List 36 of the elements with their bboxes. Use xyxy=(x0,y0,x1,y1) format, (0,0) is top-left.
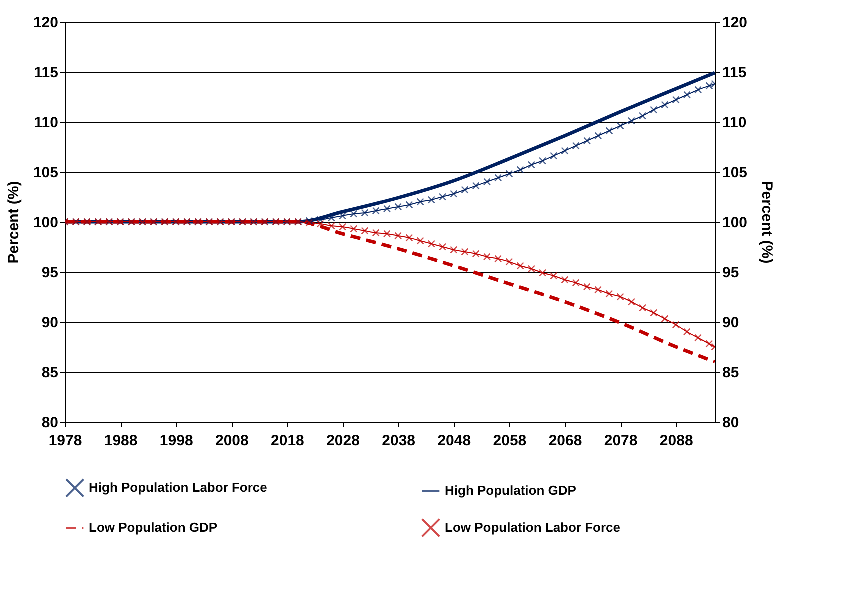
legend-label: High Population GDP xyxy=(445,483,577,498)
y2-tick-label: 110 xyxy=(722,114,747,132)
x-tick-label: 2068 xyxy=(548,432,582,450)
x-tick-label: 2008 xyxy=(215,432,249,450)
y-tick-label: 95 xyxy=(42,264,58,282)
y2-tick-label: 120 xyxy=(722,14,748,32)
x-tick-label: 2058 xyxy=(493,432,527,450)
y2-tick-label: 100 xyxy=(722,214,748,232)
x-tick-label: 1988 xyxy=(104,432,138,450)
y2-tick-label: 115 xyxy=(722,64,747,82)
y-axis-title: Percent (%) xyxy=(5,181,22,264)
y2-tick-label: 95 xyxy=(722,264,740,282)
x-tick-label: 1998 xyxy=(160,432,194,450)
y-tick-label: 105 xyxy=(33,164,58,182)
y2-axis-title: Percent (%) xyxy=(758,181,776,264)
y2-tick-label: 90 xyxy=(722,314,740,332)
legend-label: High Population Labor Force xyxy=(89,480,268,496)
y-tick-label: 85 xyxy=(42,364,58,382)
x-tick-label: 2018 xyxy=(271,432,304,450)
x-tick-label: 2048 xyxy=(438,432,472,450)
y-tick-label: 115 xyxy=(34,64,58,82)
legend-label: Low Population GDP xyxy=(89,520,218,535)
x-tick-label: 2028 xyxy=(326,432,360,450)
y-tick-label: 80 xyxy=(42,414,58,432)
y2-tick-label: 80 xyxy=(722,414,740,432)
x-tick-label: 2038 xyxy=(382,432,416,450)
x-tick-label: 2078 xyxy=(604,432,638,450)
x-tick-label: 1978 xyxy=(48,432,82,450)
y-tick-label: 110 xyxy=(34,114,58,132)
y2-tick-label: 85 xyxy=(722,364,740,382)
y-tick-label: 120 xyxy=(33,14,58,32)
x-tick-label: 2088 xyxy=(660,432,694,450)
y2-tick-label: 105 xyxy=(722,164,748,182)
legend-label: Low Population Labor Force xyxy=(445,520,620,535)
y-tick-label: 100 xyxy=(33,214,58,232)
y-tick-label: 90 xyxy=(42,314,58,332)
